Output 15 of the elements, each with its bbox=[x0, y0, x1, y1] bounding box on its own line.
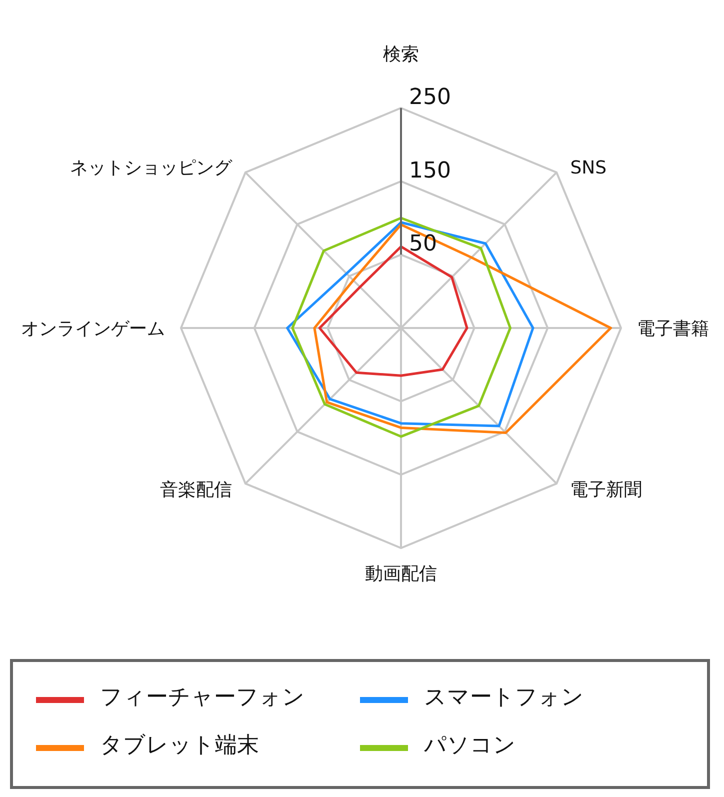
legend-label: パソコン bbox=[424, 732, 517, 760]
y-tick-label: 150 bbox=[409, 158, 451, 184]
legend-label: フィーチャーフォン bbox=[100, 684, 306, 712]
spoke-label: 音楽配信 bbox=[160, 480, 232, 501]
spoke-label: オンラインゲーム bbox=[21, 318, 165, 340]
spoke-label: 電子新聞 bbox=[570, 480, 642, 501]
spoke-label: 動画配信 bbox=[365, 563, 437, 584]
spoke-label: ネットショッピング bbox=[70, 157, 233, 178]
legend-label: タブレット端末 bbox=[100, 732, 260, 760]
spoke-label: 電子書籍 bbox=[637, 318, 709, 340]
spoke-label: 検索 bbox=[383, 44, 419, 65]
legend-label: スマートフォン bbox=[424, 684, 585, 712]
y-tick-label: 50 bbox=[409, 232, 437, 257]
spoke-label: SNS bbox=[570, 157, 607, 178]
y-tick-label: 250 bbox=[409, 85, 451, 110]
